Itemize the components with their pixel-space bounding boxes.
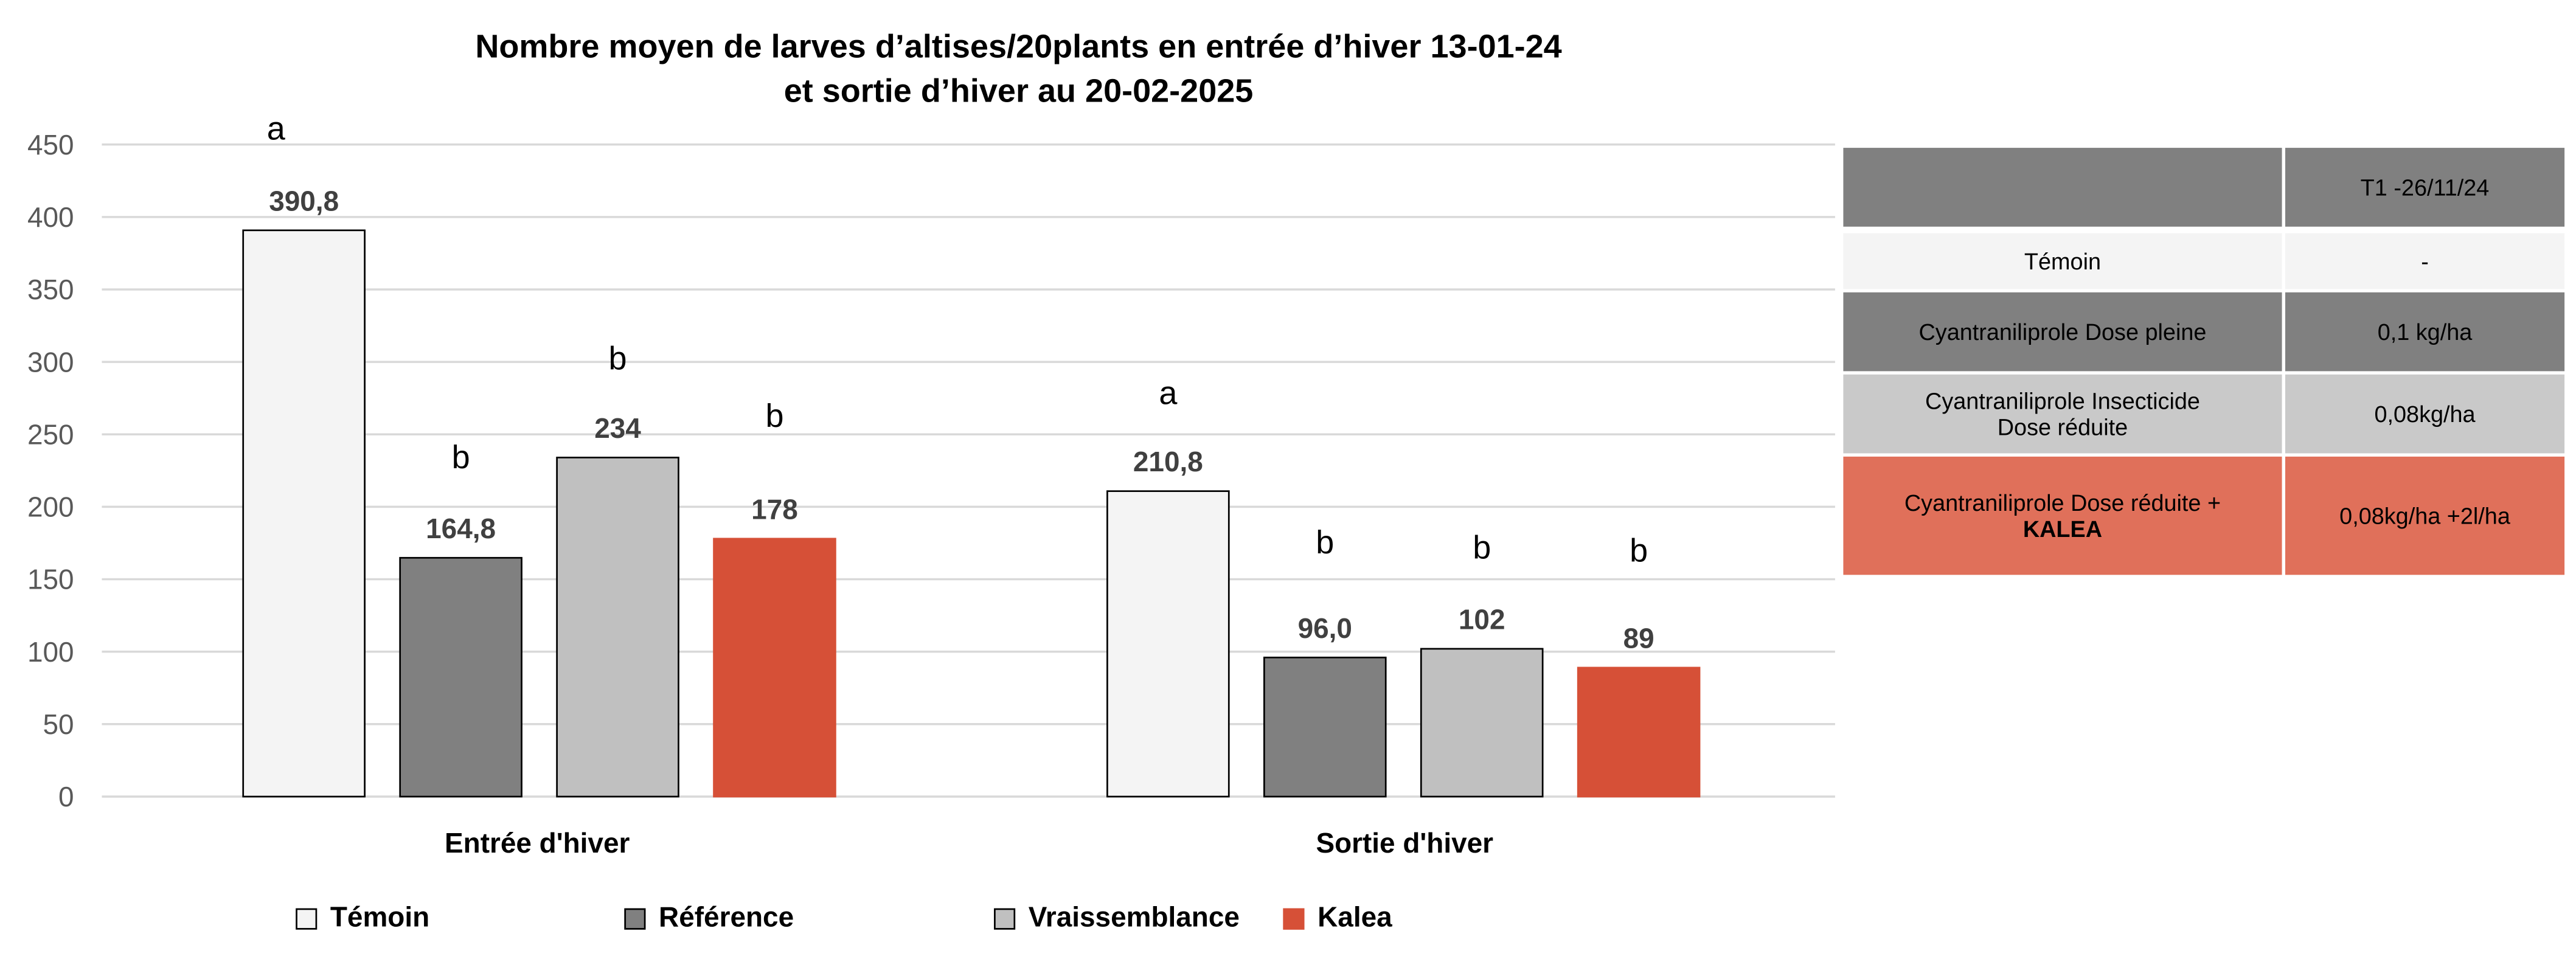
bar (1420, 648, 1544, 798)
y-tick-label: 0 (58, 781, 74, 812)
table-row: Témoin - (1843, 233, 2565, 289)
dose-cell: - (2285, 233, 2565, 289)
legend-item: Vraissemblance (994, 902, 1240, 935)
significance-letter: b (609, 341, 627, 377)
legend-item: Kalea (1283, 902, 1392, 935)
legend-item: Référence (624, 902, 794, 935)
legend-label: Kalea (1318, 901, 1392, 933)
bar (399, 556, 522, 798)
title-line-2: et sortie d’hiver au 20-02-2025 (783, 74, 1254, 110)
data-label: 89 (1623, 622, 1654, 654)
y-tick-label: 200 (27, 491, 74, 523)
y-tick-label: 300 (27, 346, 74, 378)
legend-swatch (296, 907, 318, 929)
legend-item: Témoin (296, 902, 429, 935)
bar (1577, 666, 1701, 798)
x-category-label: Sortie d'hiver (1316, 827, 1493, 859)
legend-swatch (994, 907, 1016, 929)
chart-legend: Témoin Référence Vraissemblance Kalea (0, 902, 1807, 941)
product-line-1: Cyantraniliprole Insecticide (1925, 387, 2200, 414)
significance-letter: b (452, 439, 470, 476)
bar (556, 457, 679, 798)
bar (242, 229, 366, 798)
chart-title: Nombre moyen de larves d’altises/20plant… (246, 26, 1791, 115)
header-cell-product (1843, 148, 2282, 227)
x-category-label: Entrée d'hiver (445, 827, 630, 859)
y-tick-label: 350 (27, 274, 74, 305)
bar (1106, 490, 1230, 798)
dose-cell: 0,1 kg/ha (2285, 292, 2565, 372)
significance-letter: b (765, 398, 783, 434)
significance-letter: b (1316, 524, 1334, 561)
y-tick-label: 450 (27, 129, 74, 161)
y-tick-label: 250 (27, 418, 74, 450)
header-cell-date: T1 -26/11/24 (2285, 148, 2565, 227)
significance-letter: b (1630, 533, 1648, 569)
data-label: 96,0 (1298, 612, 1352, 644)
product-cell: Témoin (1843, 233, 2282, 289)
data-label: 234 (594, 412, 641, 444)
significance-letter: b (1473, 529, 1491, 566)
title-line-1: Nombre moyen de larves d’altises/20plant… (475, 29, 1562, 66)
product-cell: Cyantraniliprole Dose réduite + KALEA (1843, 456, 2282, 575)
legend-swatch (1283, 907, 1305, 929)
bar (713, 538, 836, 798)
table-row: Cyantraniliprole Dose réduite + KALEA 0,0… (1843, 456, 2565, 575)
significance-letter: a (1159, 375, 1178, 411)
product-cell: Cyantraniliprole Insecticide Dose réduite (1843, 374, 2282, 454)
product-line-2: KALEA (2022, 516, 2103, 542)
significance-letter: a (267, 111, 286, 147)
data-label: 164,8 (426, 513, 496, 544)
table-row: Cyantraniliprole Insecticide Dose réduite… (1843, 374, 2565, 454)
table-row: Cyantraniliprole Dose pleine 0,1 kg/ha (1843, 292, 2565, 372)
legend-swatch (624, 907, 646, 929)
y-tick-label: 150 (27, 564, 74, 595)
product-line-2: Dose réduite (1997, 414, 2128, 440)
product-line-1: Cyantraniliprole Dose réduite + (1904, 489, 2221, 516)
product-cell: Cyantraniliprole Dose pleine (1843, 292, 2282, 372)
dose-cell: 0,08kg/ha (2285, 374, 2565, 454)
dose-cell: 0,08kg/ha +2l/ha (2285, 456, 2565, 575)
legend-label: Témoin (330, 901, 430, 933)
legend-label: Vraissemblance (1028, 901, 1240, 933)
y-tick-label: 400 (27, 201, 74, 233)
y-tick-label: 50 (43, 708, 74, 740)
legend-label: Référence (659, 901, 794, 933)
data-label: 210,8 (1133, 446, 1203, 477)
y-tick-label: 100 (27, 636, 74, 668)
bar (1263, 656, 1387, 798)
table-header-row: T1 -26/11/24 (1843, 148, 2565, 227)
data-label: 102 (1459, 603, 1505, 635)
data-label: 390,8 (269, 185, 339, 216)
data-label: 178 (751, 493, 798, 525)
treatment-table: T1 -26/11/24 Témoin - Cyantraniliprole D… (1840, 145, 2567, 578)
